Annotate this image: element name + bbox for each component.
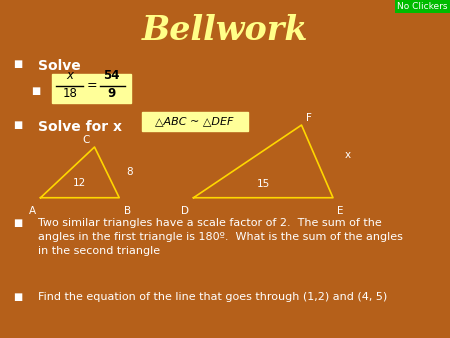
Text: 8: 8 <box>126 167 133 177</box>
Text: △ABC ~ △DEF: △ABC ~ △DEF <box>155 116 234 126</box>
Text: 12: 12 <box>73 177 86 188</box>
Text: 15: 15 <box>256 179 270 189</box>
Text: 18: 18 <box>62 87 77 100</box>
Text: 9: 9 <box>108 87 116 100</box>
Text: B: B <box>124 206 131 216</box>
Text: x: x <box>344 150 351 160</box>
FancyBboxPatch shape <box>52 74 130 103</box>
Text: ■: ■ <box>32 86 41 96</box>
Text: ■: ■ <box>14 292 23 303</box>
Text: ■: ■ <box>14 120 23 130</box>
Text: Two similar triangles have a scale factor of 2.  The sum of the
angles in the fi: Two similar triangles have a scale facto… <box>38 218 403 256</box>
Text: =: = <box>87 79 98 92</box>
Text: E: E <box>338 206 344 216</box>
Text: A: A <box>29 206 36 216</box>
Text: C: C <box>83 135 90 145</box>
Text: No Clickers: No Clickers <box>397 2 448 11</box>
Text: ■: ■ <box>14 59 23 69</box>
FancyBboxPatch shape <box>142 112 248 131</box>
Text: Bellwork: Bellwork <box>142 14 308 47</box>
Text: Solve: Solve <box>38 59 81 73</box>
Text: 54: 54 <box>104 69 120 82</box>
Text: Solve for x: Solve for x <box>38 120 122 134</box>
Text: F: F <box>306 113 312 123</box>
Text: Find the equation of the line that goes through (1,2) and (4, 5): Find the equation of the line that goes … <box>38 292 387 303</box>
Text: D: D <box>181 206 189 216</box>
Text: ■: ■ <box>14 218 23 228</box>
Text: x: x <box>66 69 73 82</box>
